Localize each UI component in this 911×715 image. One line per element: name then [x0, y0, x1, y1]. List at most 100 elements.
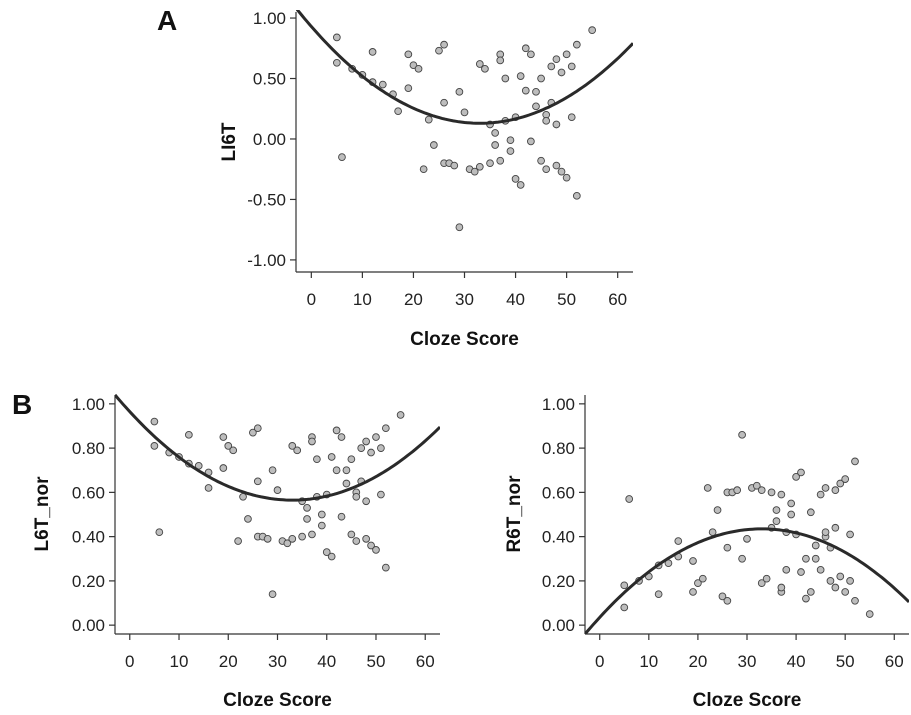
data-point	[313, 455, 321, 464]
x-tick-label: 50	[367, 652, 386, 671]
data-point	[450, 161, 459, 170]
data-point	[253, 424, 262, 433]
y-tick-label: 1.00	[72, 395, 105, 414]
data-point	[332, 466, 341, 475]
data-point	[557, 68, 566, 77]
x-axis-label: Cloze Score	[693, 690, 802, 711]
data-point	[802, 594, 810, 603]
data-point	[317, 521, 326, 530]
data-point	[224, 442, 233, 450]
data-point	[537, 156, 545, 165]
data-point	[846, 577, 854, 585]
y-tick-label: 0.20	[72, 572, 105, 591]
data-point	[532, 102, 540, 111]
data-point	[772, 517, 781, 525]
data-point	[470, 167, 479, 176]
data-point	[303, 515, 311, 523]
data-point	[797, 468, 805, 477]
y-tick-label: 0.40	[72, 528, 105, 547]
data-point	[239, 492, 247, 501]
data-point	[521, 86, 530, 95]
data-point	[557, 167, 566, 176]
data-point	[537, 74, 545, 83]
data-point	[332, 426, 341, 435]
data-point	[708, 528, 717, 537]
data-point	[342, 466, 351, 475]
data-point	[381, 563, 390, 572]
x-tick-label: 20	[688, 652, 707, 671]
data-point	[865, 610, 874, 618]
data-point	[342, 479, 351, 488]
data-point	[806, 588, 815, 596]
data-point	[718, 592, 727, 601]
y-tick-label: 0.00	[72, 616, 105, 635]
x-tick-label: 20	[219, 652, 238, 671]
data-point	[723, 543, 732, 552]
data-point	[542, 165, 551, 174]
data-point	[527, 137, 535, 146]
data-point	[831, 523, 840, 532]
data-point	[377, 490, 385, 499]
data-point	[816, 565, 825, 574]
data-point	[455, 87, 464, 96]
data-point	[762, 574, 771, 583]
y-tick-label: 0.00	[542, 616, 575, 635]
data-point	[620, 581, 629, 590]
data-point	[253, 477, 262, 486]
data-point	[738, 554, 746, 563]
y-tick-label: 0.60	[542, 483, 575, 502]
data-point	[347, 455, 356, 464]
data-point	[851, 457, 859, 466]
data-point	[204, 484, 213, 492]
data-point	[352, 492, 361, 501]
data-point	[588, 26, 597, 34]
x-axis-label: Cloze Score	[410, 329, 519, 350]
data-point	[396, 411, 405, 419]
data-point	[689, 588, 697, 596]
data-point	[155, 528, 164, 537]
x-tick-label: 60	[416, 652, 435, 671]
data-point	[816, 490, 825, 499]
plot-panel-a: 0 10 20 30 40 50 60 1.00 0.50 0.00 -0.50 -1.00 Cloze…	[219, 9, 633, 350]
data-point	[782, 565, 791, 574]
data-point	[352, 537, 361, 545]
data-point	[841, 588, 850, 596]
data-point	[516, 72, 525, 80]
data-point	[347, 530, 356, 539]
data-point	[562, 173, 571, 182]
data-point	[491, 129, 499, 137]
data-point	[811, 554, 820, 563]
data-point	[777, 583, 786, 592]
data-point	[506, 147, 515, 155]
data-point	[757, 486, 766, 495]
x-axis-label: Cloze Score	[223, 690, 332, 711]
y-tick-label: 0.20	[542, 572, 575, 591]
data-point	[404, 50, 413, 59]
data-point	[440, 40, 448, 49]
data-point	[846, 530, 854, 539]
data-point	[496, 56, 505, 65]
data-point	[821, 528, 830, 537]
data-point	[738, 430, 746, 439]
data-point	[511, 175, 520, 183]
data-point	[620, 603, 629, 612]
data-point	[394, 107, 402, 116]
data-point	[185, 430, 193, 439]
data-point	[787, 499, 796, 508]
data-point	[372, 546, 380, 554]
data-point	[368, 48, 377, 56]
x-tick-label: 0	[125, 652, 134, 671]
data-point	[552, 55, 561, 64]
y-tick-label: 0.00	[253, 130, 286, 149]
data-point	[772, 506, 781, 514]
data-point	[362, 497, 370, 506]
data-point	[338, 153, 346, 161]
data-point	[851, 596, 859, 605]
data-point	[733, 486, 742, 495]
data-point	[552, 161, 561, 170]
data-point	[150, 442, 159, 450]
data-point	[308, 530, 316, 539]
x-tick-label: 60	[885, 652, 904, 671]
data-point	[521, 44, 530, 53]
data-point	[150, 417, 159, 426]
